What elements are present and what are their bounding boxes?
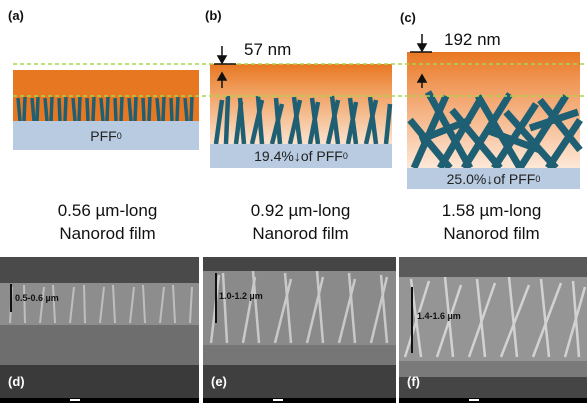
panel-label-b: (b): [205, 8, 222, 23]
sem-image-d: 0.5-0.6 µm (d): [0, 257, 199, 403]
caption-a: 0.56 µm-long Nanorod film: [10, 199, 205, 245]
nanorods-b: [213, 95, 393, 145]
caption-c-line2: Nanorod film: [443, 224, 540, 243]
sem-texture-d: [0, 257, 199, 403]
base-label-b: 19.4%↓of PFF: [254, 148, 343, 164]
dimension-label-b: 57 nm: [244, 40, 292, 59]
panel-label-c: (c): [400, 10, 416, 25]
base-label-c: 25.0%↓of PFF: [446, 170, 536, 187]
caption-b-line2: Nanorod film: [252, 224, 349, 243]
base-label-a: PFF: [90, 127, 117, 144]
nanorods-a: [16, 96, 194, 122]
scale-bar-e: [203, 398, 396, 403]
thickness-arrow-e: [215, 273, 217, 323]
nanorods-c: [407, 90, 583, 171]
caption-b-line1: 0.92 µm-long: [250, 201, 351, 220]
sem-texture-f: [399, 257, 587, 403]
base-subscript-c: 0: [535, 173, 541, 184]
caption-c: 1.58 µm-long Nanorod film: [394, 199, 587, 245]
base-layer-c: 25.0%↓of PFF 0: [407, 168, 580, 189]
base-layer-b: 19.4%↓of PFF 0: [210, 144, 392, 168]
sem-label-e: (e): [211, 374, 227, 389]
dimension-label-c: 192 nm: [444, 30, 501, 49]
caption-b: 0.92 µm-long Nanorod film: [203, 199, 398, 245]
sem-image-f: 1.4-1.6 µm (f): [399, 257, 587, 403]
base-layer-a: PFF 0: [13, 121, 199, 150]
caption-a-line2: Nanorod film: [59, 224, 156, 243]
sem-label-d: (d): [8, 374, 25, 389]
schematic-diagram: [13, 34, 587, 171]
scale-bar-d: [0, 398, 199, 403]
scale-bar-f: [399, 398, 587, 403]
caption-c-line1: 1.58 µm-long: [441, 201, 542, 220]
base-subscript-a: 0: [116, 130, 122, 141]
thickness-label-d: 0.5-0.6 µm: [15, 293, 59, 303]
sem-label-f: (f): [407, 374, 420, 389]
dimension-marker-c: [410, 34, 432, 88]
thickness-label-f: 1.4-1.6 µm: [417, 311, 461, 321]
dimension-marker-b: [214, 46, 236, 88]
thickness-arrow-f: [411, 287, 413, 353]
thickness-arrow-d: [10, 284, 12, 312]
base-subscript-b: 0: [342, 151, 348, 161]
sem-texture-e: [203, 257, 396, 403]
caption-a-line1: 0.56 µm-long: [57, 201, 158, 220]
sem-image-e: 1.0-1.2 µm (e): [203, 257, 396, 403]
thickness-label-e: 1.0-1.2 µm: [219, 291, 263, 301]
panel-label-a: (a): [8, 8, 24, 23]
